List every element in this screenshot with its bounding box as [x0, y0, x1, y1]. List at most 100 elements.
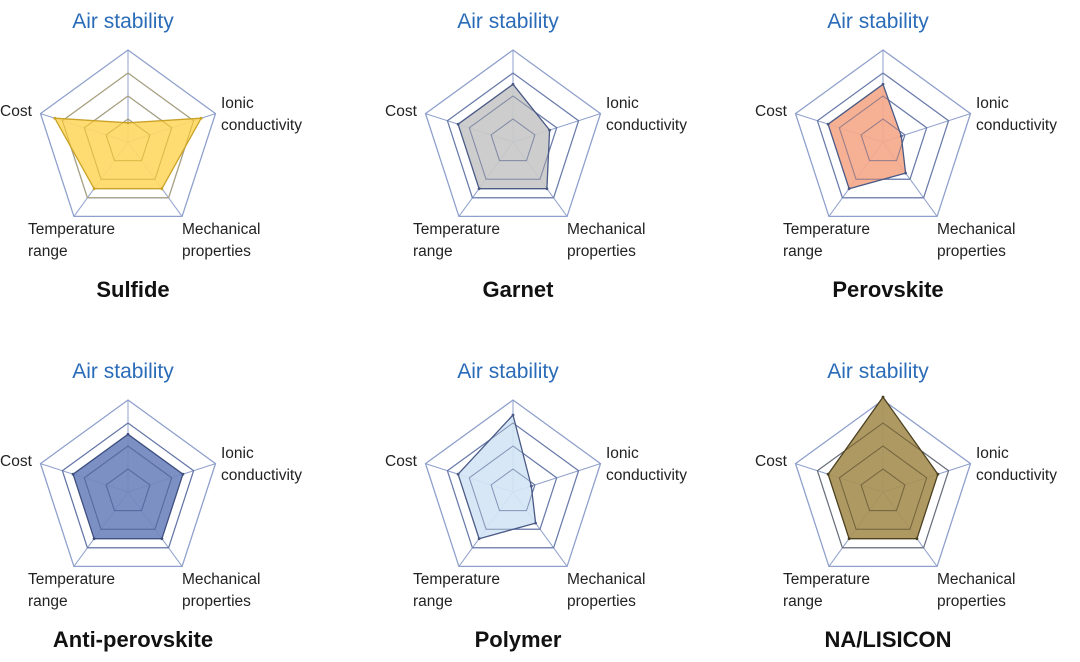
axis-label-line: range	[28, 593, 68, 610]
data-point	[456, 472, 460, 476]
axis-label-line: conductivity	[221, 467, 302, 484]
axis-label-line: properties	[567, 243, 636, 260]
axis-label-line: Ionic	[976, 445, 1009, 462]
grid-ring-overlay	[105, 118, 151, 162]
axis-label: Ionic conductivity	[976, 445, 1057, 484]
radar-chart-5: Air stability Ionic conductivity Mechanical…	[385, 360, 687, 652]
axis-label-line: Ionic	[221, 445, 254, 462]
radar-chart-6: Air stability Ionic conductivity Mechanical…	[755, 360, 1057, 652]
axis-label-line: Temperature	[28, 221, 115, 238]
axis-label: Cost	[385, 103, 418, 120]
axis-label: Temperature range	[28, 221, 115, 260]
grid-ring-overlay	[860, 118, 906, 162]
chart-title: Perovskite	[832, 277, 943, 302]
axis-label-line: range	[28, 243, 68, 260]
axis-label-line: Air stability	[827, 360, 929, 383]
axis-label-line: conductivity	[976, 117, 1057, 134]
chart-title: NA/LISICON	[824, 627, 951, 652]
axis-label: Cost	[385, 453, 418, 470]
data-point	[511, 413, 515, 417]
data-point	[899, 134, 903, 138]
axis-label: Mechanical properties	[567, 221, 645, 260]
axis-label-line: properties	[567, 593, 636, 610]
chart-title: Anti-perovskite	[53, 627, 213, 652]
axis-label-line: Ionic	[221, 95, 254, 112]
axis-label-line: Cost	[385, 453, 418, 470]
axis-label-line: properties	[937, 593, 1006, 610]
grid-ring-overlay	[468, 445, 558, 530]
axis-label-line: Temperature	[413, 221, 500, 238]
data-point	[826, 122, 830, 126]
data-point	[847, 187, 851, 191]
data-polygon	[827, 396, 939, 540]
data-point	[534, 521, 537, 525]
axis-label: Ionic conductivity	[221, 445, 302, 484]
axis-label-line: Mechanical	[937, 221, 1015, 238]
axis-label: Air stability	[457, 10, 559, 33]
grid-ring-overlay	[83, 445, 173, 530]
axis-label-line: range	[783, 593, 823, 610]
data-point	[181, 472, 185, 476]
data-point	[160, 187, 164, 191]
axis-label: Ionic conductivity	[221, 95, 302, 134]
grid-ring-overlay	[105, 468, 151, 512]
data-point	[881, 395, 885, 399]
axis-label: Air stability	[72, 360, 174, 383]
axis-label-line: Mechanical	[937, 571, 1015, 588]
grid-ring	[794, 49, 972, 218]
grid-ring-overlay	[61, 422, 195, 549]
radar-chart-1: Air stability Ionic conductivity Mechanical…	[0, 10, 302, 302]
axis-label-line: Temperature	[28, 571, 115, 588]
axis-label: Temperature range	[413, 221, 500, 260]
data-point	[477, 537, 481, 541]
axis-label-line: Air stability	[457, 10, 559, 33]
chart-title: Polymer	[475, 627, 562, 652]
axis-label: Mechanical properties	[937, 221, 1015, 260]
axis-label-line: Temperature	[413, 571, 500, 588]
data-polygon	[72, 433, 184, 540]
data-point	[936, 472, 940, 476]
axis-label-line: Mechanical	[567, 221, 645, 238]
grid-ring-overlay	[838, 445, 928, 530]
axis-label: Mechanical properties	[182, 571, 260, 610]
data-point	[847, 537, 851, 541]
data-point	[529, 484, 533, 488]
chart-title: Garnet	[483, 277, 555, 302]
axis-label-line: Mechanical	[182, 571, 260, 588]
axis-label: Cost	[0, 453, 33, 470]
grid-ring-overlay	[446, 72, 580, 199]
axis-label: Mechanical properties	[937, 571, 1015, 610]
axis-label: Air stability	[457, 360, 559, 383]
axis-label: Temperature range	[783, 221, 870, 260]
grid-ring-overlay	[61, 72, 195, 199]
data-point	[545, 187, 549, 191]
axis-label-line: properties	[182, 243, 251, 260]
axis-label-line: properties	[937, 243, 1006, 260]
data-point	[456, 122, 460, 126]
axis-label-line: conductivity	[606, 117, 687, 134]
axis-label-line: Ionic	[976, 95, 1009, 112]
grid-ring-overlay	[446, 422, 580, 549]
axis-label: Mechanical properties	[182, 221, 260, 260]
radar-chart-4: Air stability Ionic conductivity Mechanical…	[0, 360, 302, 652]
grid-ring	[794, 399, 972, 568]
axis-label: Temperature range	[28, 571, 115, 610]
axis-label-line: conductivity	[221, 117, 302, 134]
axis-label: Ionic conductivity	[976, 95, 1057, 134]
data-point	[477, 187, 481, 191]
axis-label: Ionic conductivity	[606, 445, 687, 484]
axis-label-line: Temperature	[783, 571, 870, 588]
grid-ring	[424, 399, 602, 568]
data-point	[92, 537, 96, 541]
data-point	[548, 128, 551, 132]
axis-label-line: Mechanical	[182, 221, 260, 238]
axis-label: Air stability	[827, 10, 929, 33]
data-point	[126, 432, 130, 436]
data-point	[160, 537, 164, 541]
grid-ring-overlay	[860, 468, 906, 512]
data-point	[915, 537, 919, 541]
data-point	[53, 116, 57, 120]
axis-label: Cost	[755, 103, 788, 120]
axis-label-line: Cost	[0, 103, 33, 120]
grid-ring	[39, 399, 217, 568]
